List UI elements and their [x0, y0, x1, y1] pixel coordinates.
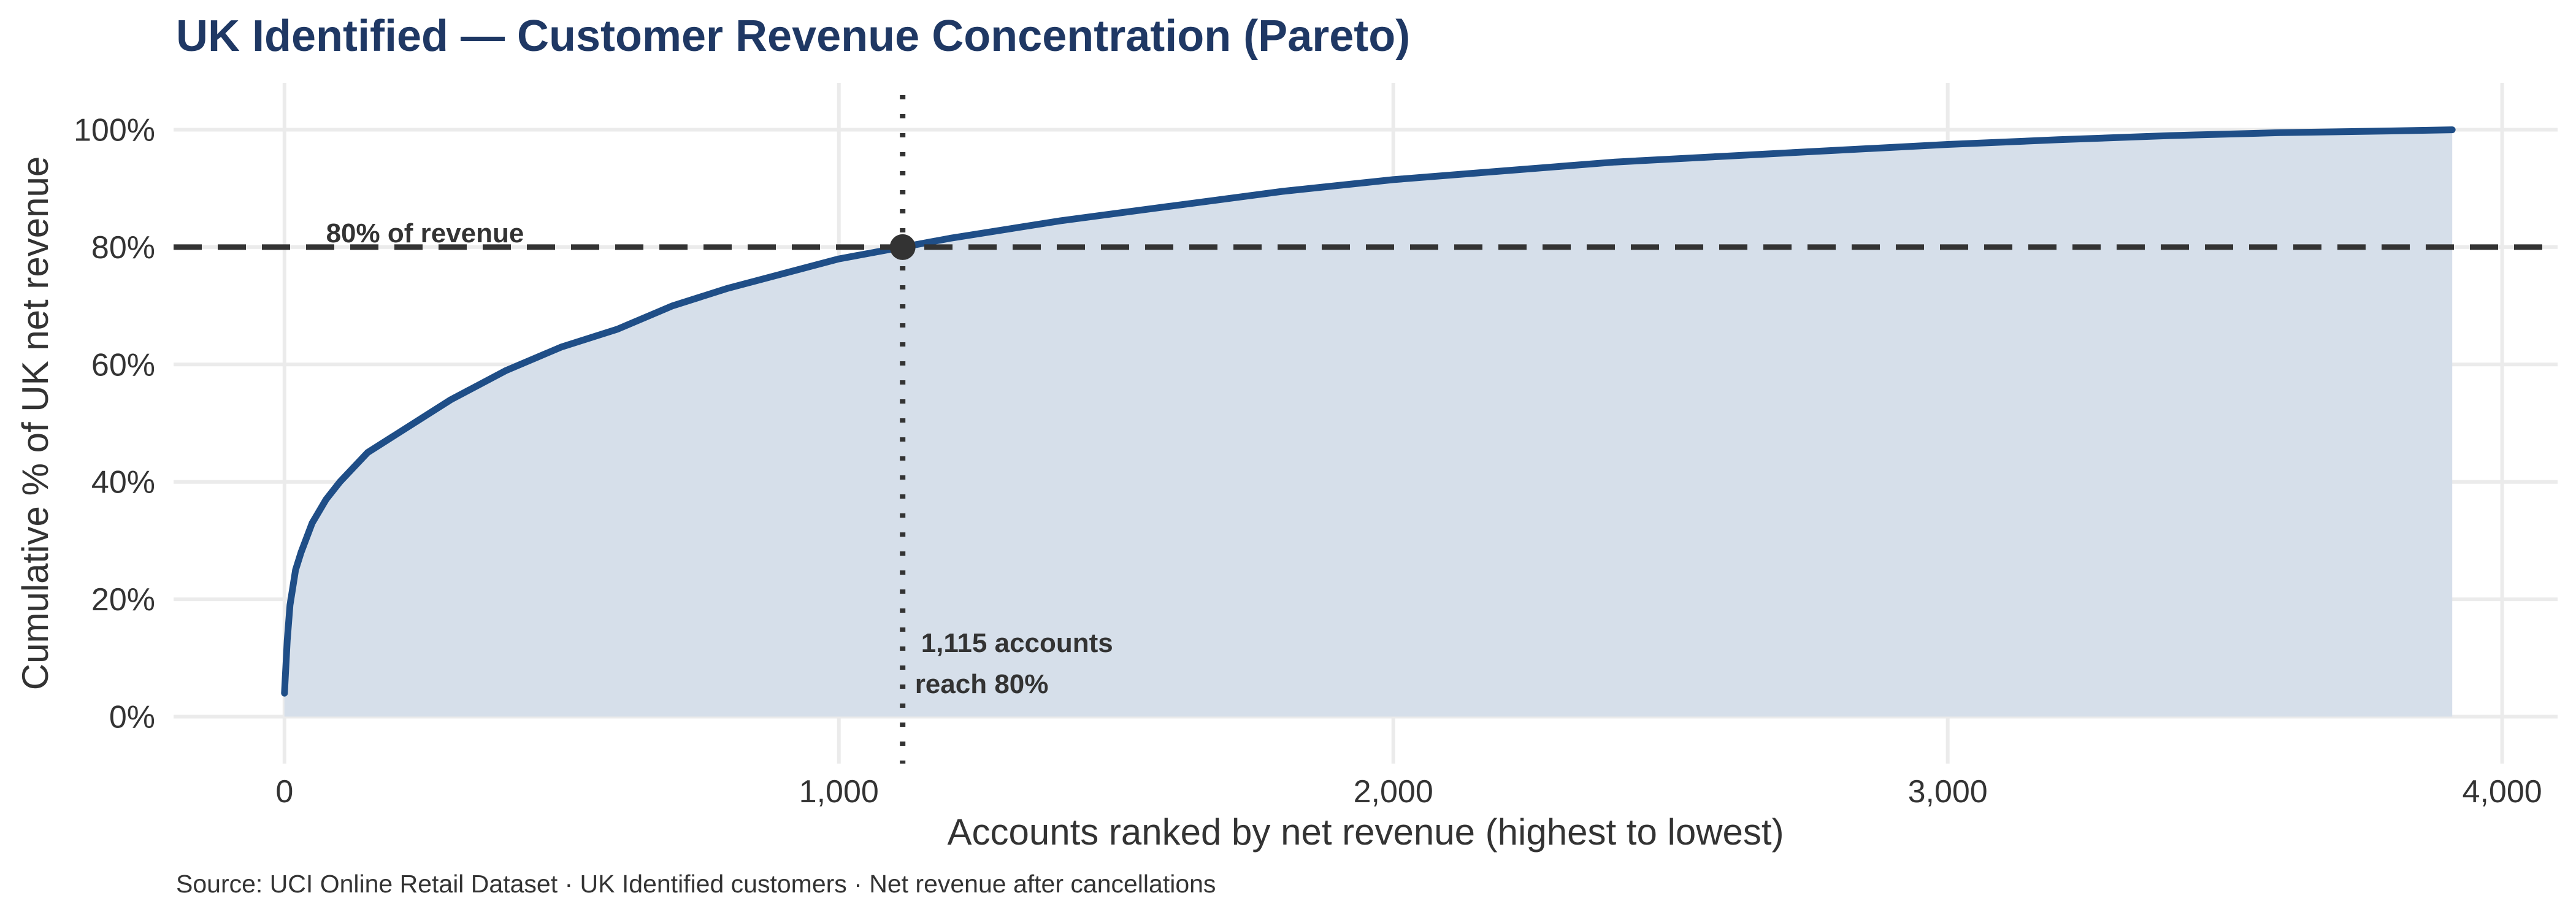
y-tick-label-5: 100% — [74, 113, 155, 148]
annotation-accounts: 1,115 accounts — [921, 628, 1113, 658]
x-tick-label-4: 4,000 — [2463, 774, 2542, 810]
x-tick-label-2: 2,000 — [1354, 774, 1433, 810]
y-tick-label-0: 0% — [109, 699, 155, 735]
annotation-reach: reach 80% — [915, 669, 1049, 699]
x-tick-label-0: 0 — [275, 774, 293, 810]
y-tick-label-4: 80% — [91, 230, 155, 266]
y-tick-label-3: 60% — [91, 347, 155, 383]
x-tick-label-1: 1,000 — [799, 774, 879, 810]
x-tick-label-3: 3,000 — [1908, 774, 1988, 810]
y-tick-label-2: 40% — [91, 465, 155, 500]
x-axis-title: Accounts ranked by net revenue (highest … — [947, 811, 1784, 853]
chart-title: UK Identified — Customer Revenue Concent… — [176, 12, 1410, 61]
threshold-point — [889, 234, 916, 260]
cumulative-area — [284, 129, 2453, 717]
source-caption: Source: UCI Online Retail Dataset · UK I… — [176, 870, 1216, 898]
tick-labels: 0 1,000 2,000 3,000 4,000 0% 20% 40% 60% 80% 100% — [74, 113, 2542, 810]
reference-line-label: 80% of revenue — [326, 218, 524, 248]
y-axis-title: Cumulative % of UK net revenue — [15, 156, 56, 690]
y-tick-label-1: 20% — [91, 582, 155, 618]
cumulative-revenue-line — [281, 126, 2456, 697]
